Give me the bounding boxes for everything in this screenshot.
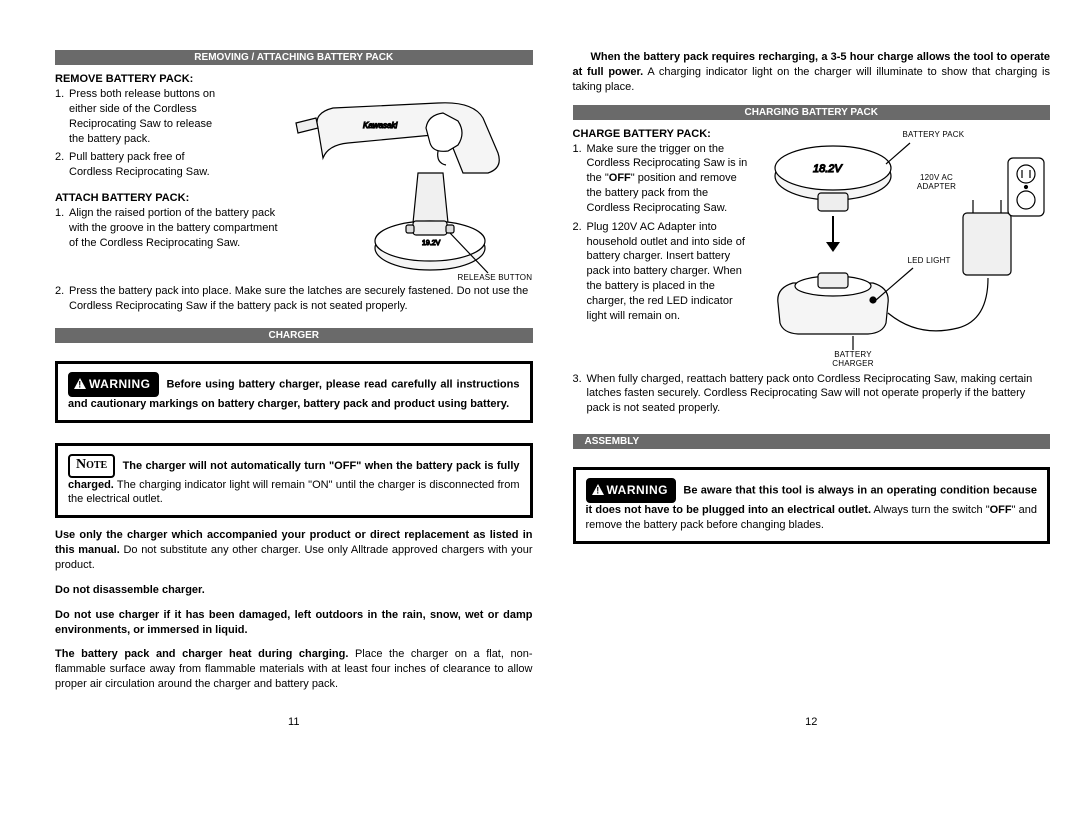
- remove-head: REMOVE BATTERY PACK:: [55, 73, 278, 85]
- right-page: When the battery pack requires rechargin…: [573, 50, 1051, 728]
- remove-item2: Pull battery pack free of Cordless Recip…: [69, 150, 229, 180]
- para4: The battery pack and charger heat during…: [55, 647, 533, 692]
- page-num-left: 11: [55, 702, 533, 728]
- fig2-charger-label: BATTERY CHARGER: [826, 350, 881, 368]
- para1: Use only the charger which accompanied y…: [55, 528, 533, 573]
- warning-icon: !: [592, 483, 604, 499]
- svg-text:19.2V: 19.2V: [422, 240, 441, 247]
- remove-section: REMOVE BATTERY PACK: 1.Press both releas…: [55, 73, 533, 288]
- warning-badge-2: ! WARNING: [586, 478, 677, 503]
- charger-figure: 18.2V: [758, 128, 1048, 368]
- page-num-right: 12: [573, 702, 1051, 728]
- fig2-adapter-label: 120V AC ADAPTER: [916, 173, 958, 191]
- warning-icon: !: [74, 377, 86, 393]
- remove-item1: Press both release buttons on either sid…: [69, 87, 229, 146]
- para3: Do not use charger if it has been damage…: [55, 608, 533, 638]
- section-bar-assembly: ASSEMBLY: [573, 434, 1051, 449]
- page-spread: REMOVING / ATTACHING BATTERY PACK REMOVE…: [0, 0, 1080, 748]
- charge-section: CHARGE BATTERY PACK: 1.Make sure the tri…: [573, 128, 1051, 368]
- warning-box-1: ! WARNING Before using battery charger, …: [55, 361, 533, 423]
- top-para: When the battery pack requires rechargin…: [573, 50, 1051, 95]
- warning-badge: ! WARNING: [68, 372, 159, 397]
- fig2-battery-label: BATTERY PACK: [903, 130, 965, 139]
- fig2-led-label: LED LIGHT: [908, 256, 951, 265]
- charge-item3: When fully charged, reattach battery pac…: [587, 372, 1051, 417]
- svg-text:18.2V: 18.2V: [813, 163, 843, 175]
- section-bar-charging: CHARGING BATTERY PACK: [573, 105, 1051, 120]
- note-badge: Note: [68, 454, 115, 478]
- saw-svg: Kawasaki 19.2V: [288, 73, 533, 288]
- section-bar-charger: CHARGER: [55, 328, 533, 343]
- warning-box-2: ! WARNING Be aware that this tool is alw…: [573, 467, 1051, 544]
- charger-svg: 18.2V: [758, 128, 1048, 368]
- charge-head: CHARGE BATTERY PACK:: [573, 128, 748, 140]
- charge-item2: Plug 120V AC Adapter into household outl…: [587, 220, 748, 324]
- svg-text:!: !: [596, 486, 600, 496]
- section-bar-removing: REMOVING / ATTACHING BATTERY PACK: [55, 50, 533, 65]
- svg-text:Kawasaki: Kawasaki: [363, 121, 397, 130]
- note-box: Note The charger will not automatically …: [55, 443, 533, 519]
- note-rest: The charging indicator light will remain…: [68, 479, 520, 506]
- fig1-release-label: RELEASE BUTTON: [458, 273, 533, 282]
- para2: Do not disassemble charger.: [55, 583, 533, 598]
- attach-item2: Press the battery pack into place. Make …: [69, 284, 533, 314]
- saw-figure: Kawasaki 19.2V RELEASE BUTTON: [288, 73, 533, 288]
- attach-item1: Align the raised portion of the battery …: [69, 206, 278, 251]
- svg-text:!: !: [78, 379, 82, 389]
- attach-head: ATTACH BATTERY PACK:: [55, 192, 278, 204]
- charge-item1: Make sure the trigger on the Cordless Re…: [587, 142, 748, 216]
- left-page: REMOVING / ATTACHING BATTERY PACK REMOVE…: [55, 50, 533, 728]
